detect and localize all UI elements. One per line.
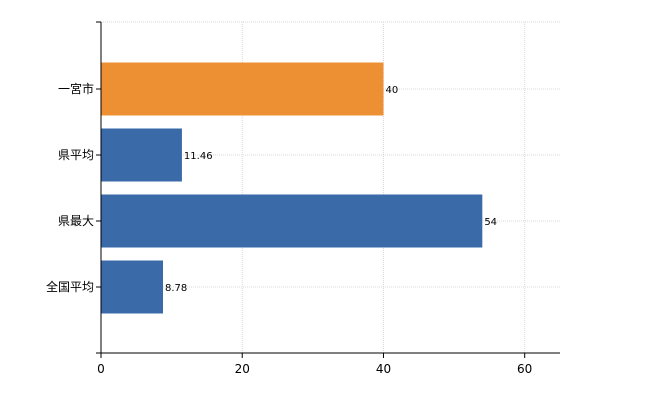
x-tick-label: 60 xyxy=(517,362,532,376)
data-label: 8.78 xyxy=(165,283,187,294)
bar xyxy=(101,194,483,248)
x-tick-label: 0 xyxy=(97,362,105,376)
category-label: 県最大 xyxy=(58,214,94,228)
bar xyxy=(101,62,384,116)
category-label: 一宮市 xyxy=(58,81,94,96)
labels: 40 一宮市 11.46 県平均 54 県最大 8.78 全国平均 0 20 40 60 xyxy=(46,81,532,376)
axes xyxy=(96,21,560,358)
bars xyxy=(101,62,483,314)
x-tick-label: 40 xyxy=(376,362,391,376)
category-label: 県平均 xyxy=(58,148,94,162)
bar xyxy=(101,260,164,314)
data-label: 54 xyxy=(484,217,497,228)
bar xyxy=(101,128,182,182)
category-label: 全国平均 xyxy=(46,279,94,294)
data-label: 40 xyxy=(385,85,398,96)
x-tick-label: 20 xyxy=(235,362,250,376)
data-label: 11.46 xyxy=(184,151,213,162)
